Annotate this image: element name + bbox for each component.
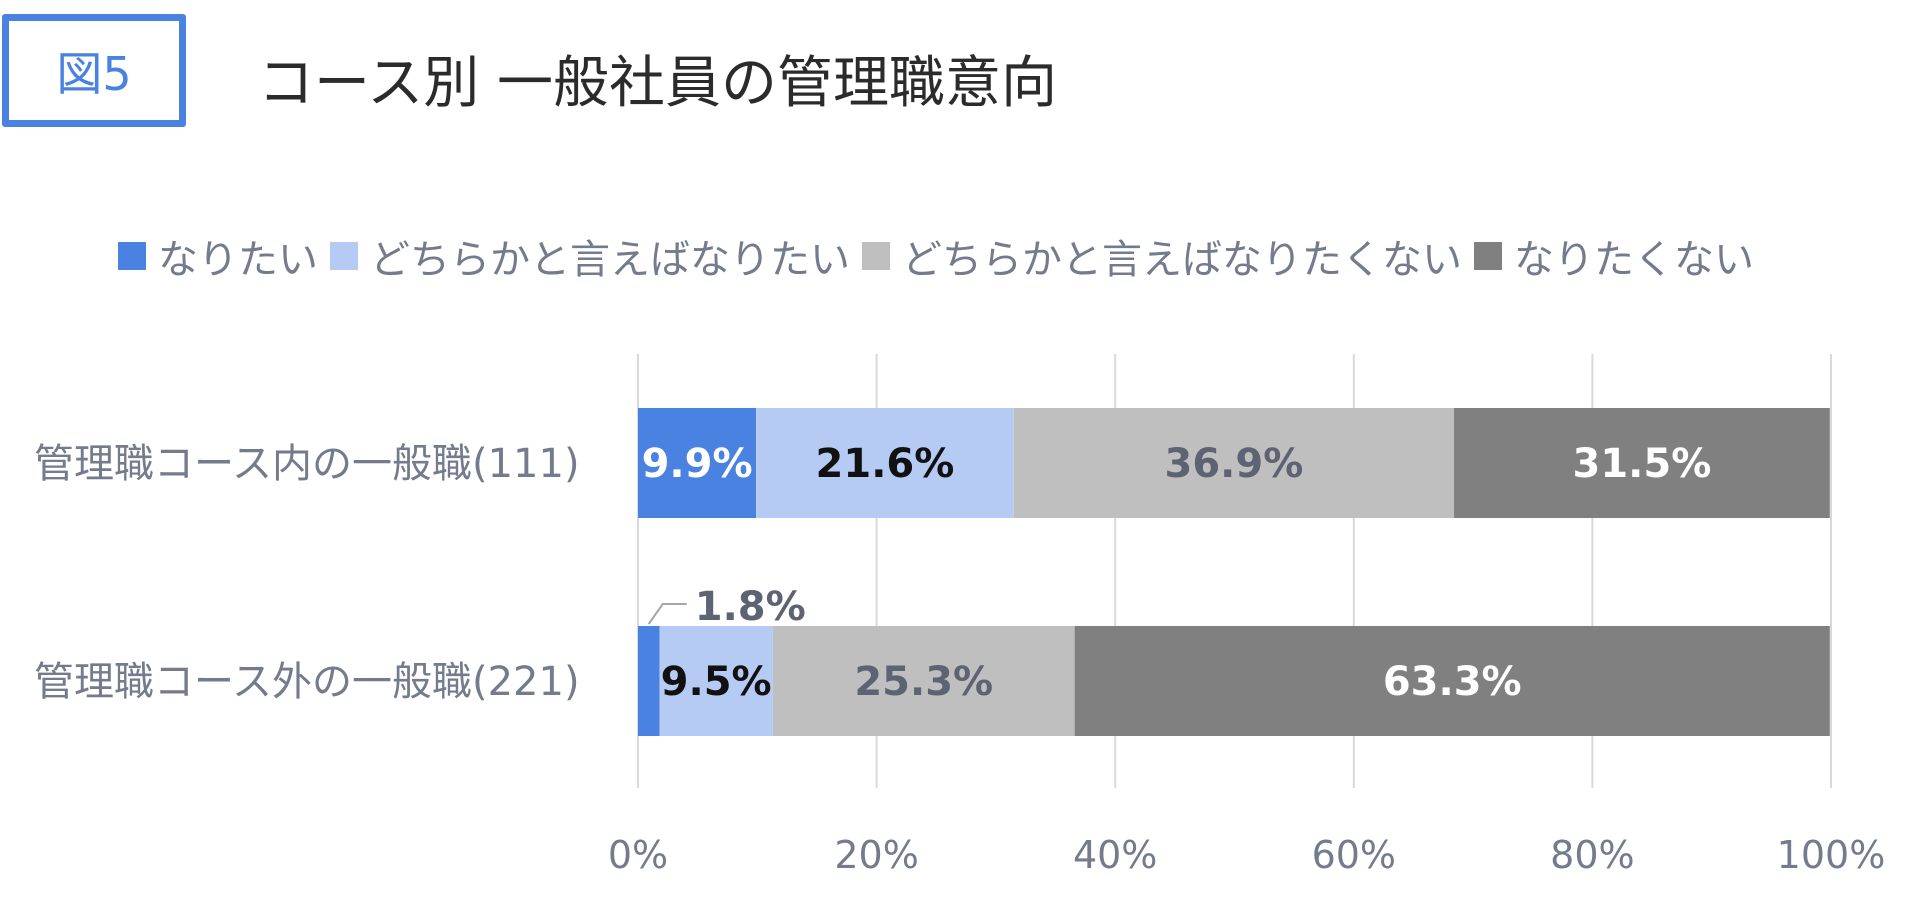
legend-label: なりたくない bbox=[1514, 237, 1754, 283]
bar-segment bbox=[638, 408, 757, 518]
bar-segment bbox=[1074, 626, 1830, 736]
x-tick-label: 60% bbox=[1312, 833, 1396, 877]
data-label: 9.9% bbox=[642, 441, 753, 487]
data-label: 1.8% bbox=[695, 584, 806, 630]
category-label: 管理職コース外の一般職(221) bbox=[34, 659, 580, 705]
legend-label: どちらかと言えばなりたい bbox=[370, 237, 850, 283]
bar-segment bbox=[638, 626, 660, 736]
data-label-leader bbox=[647, 603, 687, 625]
legend-item: どちらかと言えばなりたい bbox=[330, 227, 850, 285]
legend-swatch bbox=[330, 242, 358, 270]
data-label: 25.3% bbox=[854, 659, 993, 705]
data-label: 21.6% bbox=[816, 441, 955, 487]
legend-item: なりたくない bbox=[1474, 227, 1754, 285]
bar-segment bbox=[1454, 408, 1830, 518]
bar-segment bbox=[659, 626, 773, 736]
x-tick-label: 0% bbox=[608, 833, 668, 877]
x-tick-label: 100% bbox=[1777, 833, 1886, 877]
legend-swatch bbox=[1474, 242, 1502, 270]
legend-item: なりたい bbox=[118, 227, 318, 285]
data-label: 36.9% bbox=[1165, 441, 1304, 487]
legend-label: どちらかと言えばなりたくない bbox=[902, 237, 1462, 283]
legend-swatch bbox=[862, 242, 890, 270]
chart-title: コース別 一般社員の管理職意向 bbox=[258, 51, 1058, 116]
bar-segment bbox=[1013, 408, 1455, 518]
legend-label: なりたい bbox=[158, 237, 318, 283]
figure-badge: 図5 bbox=[2, 14, 186, 127]
data-label: 63.3% bbox=[1383, 659, 1522, 705]
x-tick-label: 40% bbox=[1073, 833, 1157, 877]
bar-segment bbox=[772, 626, 1075, 736]
data-label: 31.5% bbox=[1573, 441, 1712, 487]
x-tick-label: 20% bbox=[834, 833, 918, 877]
x-tick-label: 80% bbox=[1550, 833, 1634, 877]
legend-swatch bbox=[118, 242, 146, 270]
legend-item: どちらかと言えばなりたくない bbox=[862, 227, 1462, 285]
category-label: 管理職コース内の一般職(111) bbox=[34, 441, 580, 487]
chart-legend: なりたい どちらかと言えばなりたい どちらかと言えばなりたくない なりたくない bbox=[118, 228, 1766, 284]
data-label: 9.5% bbox=[661, 659, 772, 705]
bar-segment bbox=[756, 408, 1014, 518]
